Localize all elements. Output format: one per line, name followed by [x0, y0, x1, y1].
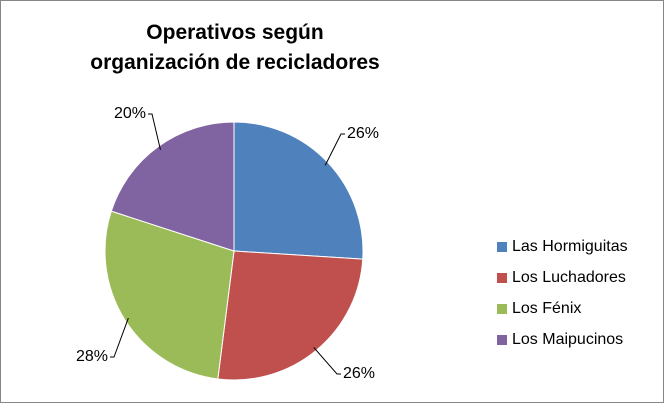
pie-slice: [233, 121, 364, 260]
data-label: 26%: [343, 365, 375, 382]
leader-line: [324, 133, 345, 166]
legend-label: Los Fénix: [512, 300, 581, 317]
data-label: 28%: [76, 348, 108, 365]
pie-slice: [110, 121, 235, 252]
legend-label: Las Hormiguitas: [512, 238, 628, 255]
leader-line: [148, 113, 161, 150]
data-label: 26%: [347, 125, 379, 142]
legend-swatch: [497, 304, 507, 314]
legend-label: Los Luchadores: [512, 269, 626, 286]
chart-title: Operativos según organización de recicla…: [90, 21, 380, 74]
data-label: 20%: [114, 105, 146, 122]
legend-swatch: [497, 273, 507, 283]
legend-swatch: [497, 335, 507, 345]
leader-line: [110, 317, 129, 358]
legend-label: Los Maipucinos: [512, 331, 623, 348]
legend-swatch: [497, 242, 507, 252]
pie-slice: [104, 210, 235, 380]
leader-line: [313, 347, 341, 375]
